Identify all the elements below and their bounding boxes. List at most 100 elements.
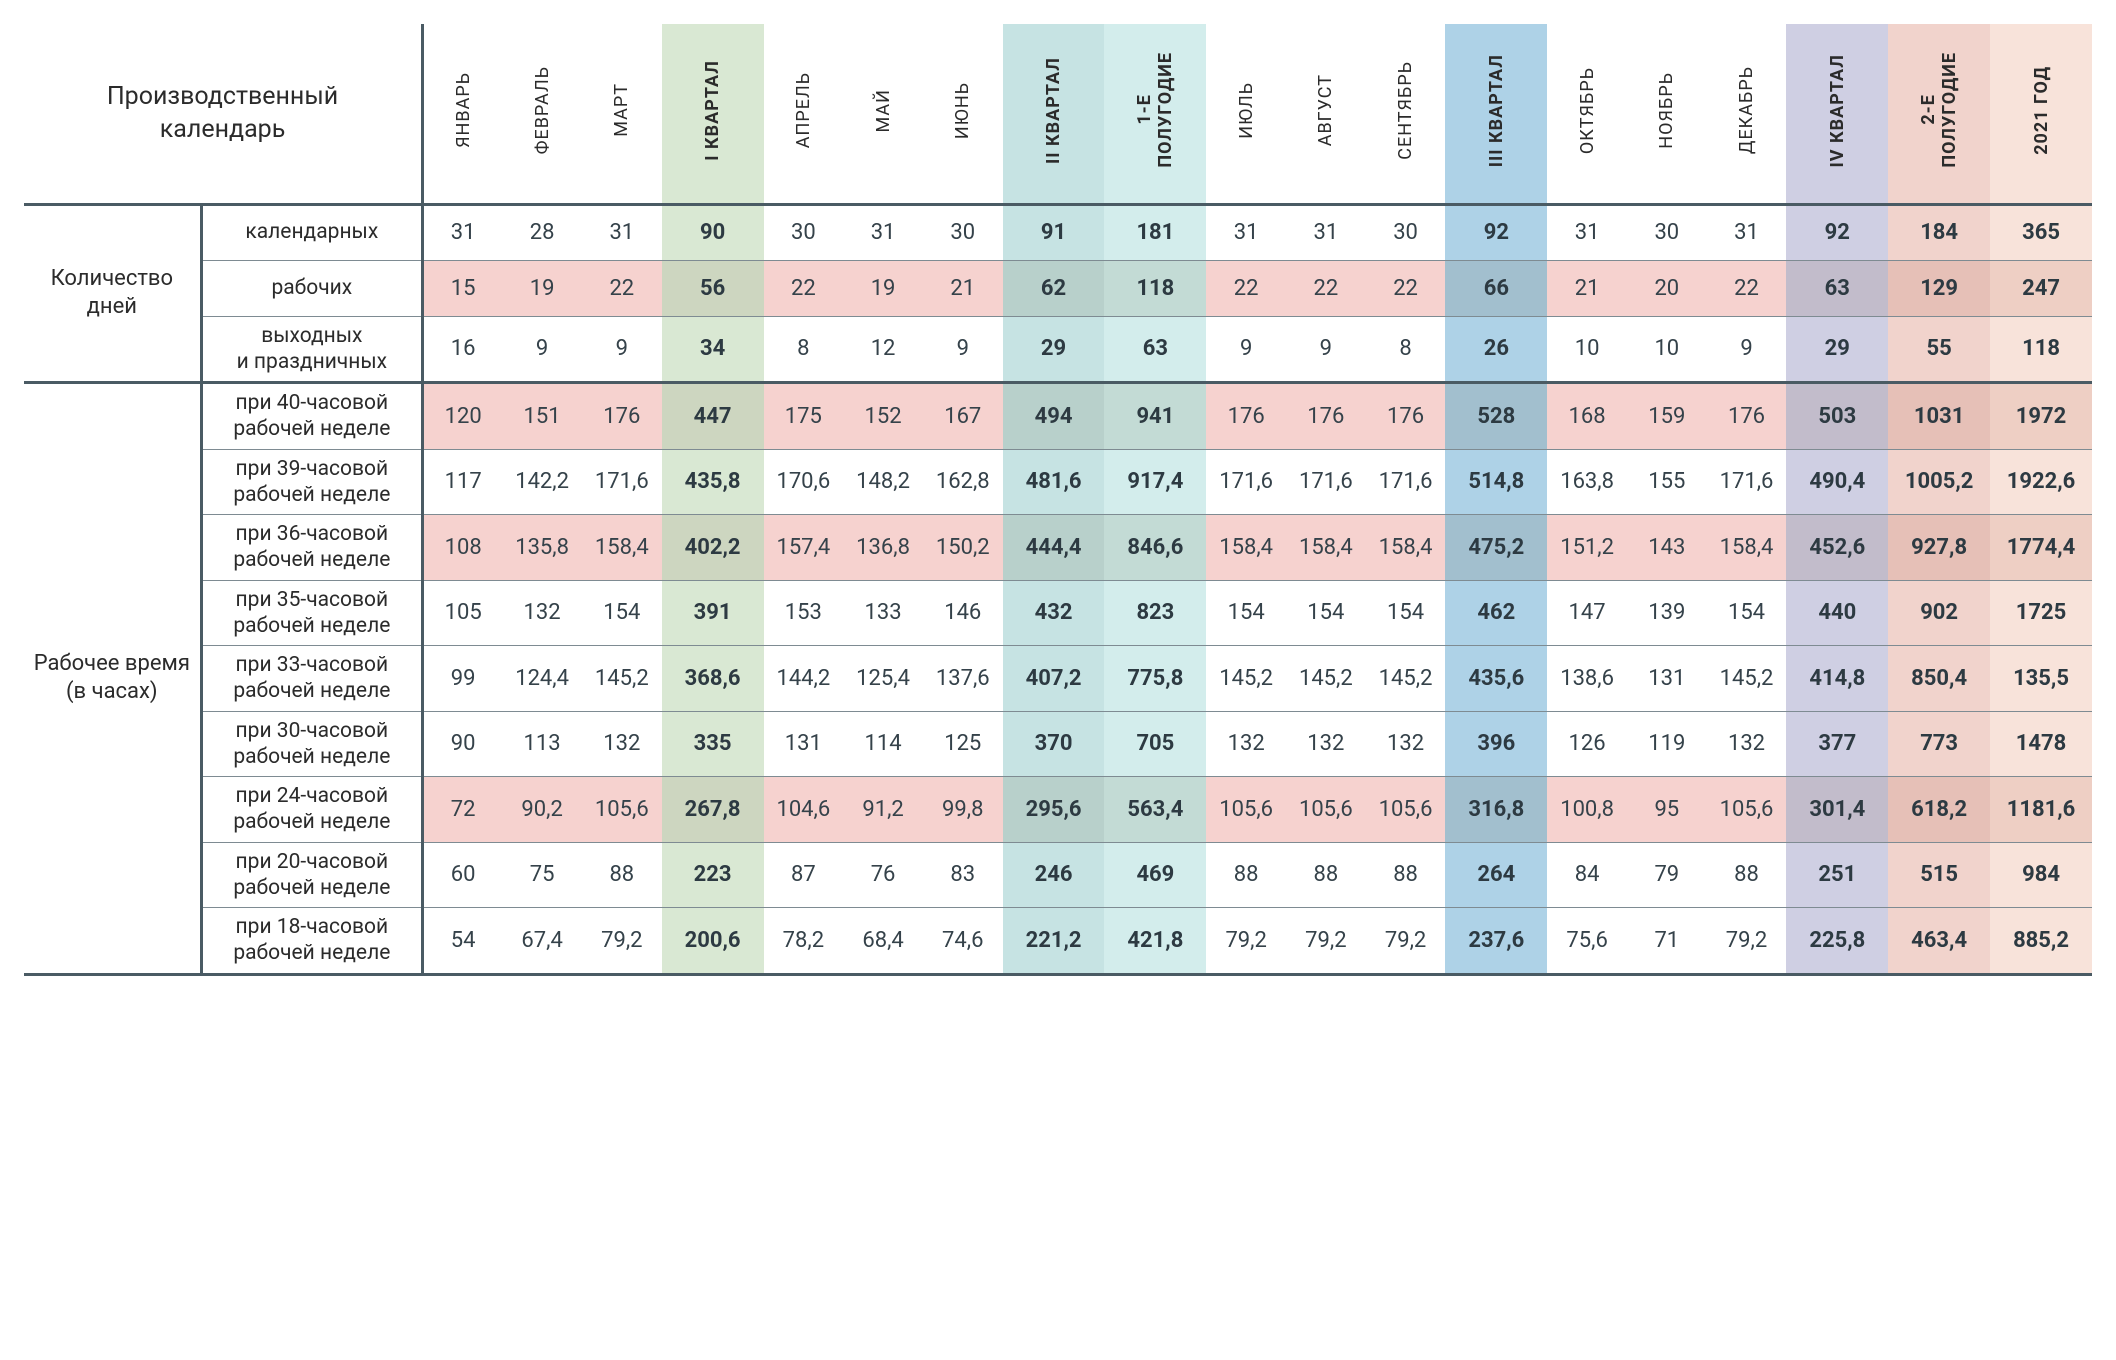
cell: 31: [1707, 204, 1787, 260]
col-hdr-sep: СЕНТЯБРЬ: [1366, 24, 1446, 204]
cell: 135,5: [1990, 646, 2092, 712]
cell: 66: [1445, 260, 1547, 316]
col-hdr-label: АПРЕЛЬ: [793, 56, 814, 164]
cell: 15: [423, 260, 503, 316]
cell: 19: [502, 260, 582, 316]
col-hdr-label: ЯНВАРЬ: [453, 56, 474, 164]
cell: 176: [582, 383, 662, 450]
cell: 175: [764, 383, 844, 450]
cell: 154: [1707, 580, 1787, 646]
cell: 452,6: [1786, 515, 1888, 581]
cell: 79,2: [1286, 908, 1366, 975]
calendar-table: ПроизводственныйкалендарьЯНВАРЬФЕВРАЛЬМА…: [24, 24, 2092, 976]
cell: 105,6: [1286, 777, 1366, 843]
cell: 132: [1206, 711, 1286, 777]
cell: 68,4: [843, 908, 923, 975]
cell: 117: [423, 449, 503, 515]
cell: 154: [1206, 580, 1286, 646]
cell: 301,4: [1786, 777, 1888, 843]
cell: 30: [1627, 204, 1707, 260]
cell: 76: [843, 842, 923, 908]
cell: 132: [582, 711, 662, 777]
cell: 90: [662, 204, 764, 260]
cell: 435,6: [1445, 646, 1547, 712]
cell: 22: [582, 260, 662, 316]
col-hdr-label: ФЕВРАЛЬ: [532, 50, 553, 170]
cell: 1478: [1990, 711, 2092, 777]
cell: 158,4: [1286, 515, 1366, 581]
row-label: при 20-часовой рабочей неделе: [201, 842, 422, 908]
cell: 171,6: [1366, 449, 1446, 515]
cell: 264: [1445, 842, 1547, 908]
cell: 92: [1445, 204, 1547, 260]
cell: 29: [1003, 316, 1105, 383]
cell: 104,6: [764, 777, 844, 843]
cell: 941: [1104, 383, 1206, 450]
col-hdr-jun: ИЮНЬ: [923, 24, 1003, 204]
col-hdr-label: МАЙ: [873, 73, 894, 148]
cell: 462: [1445, 580, 1547, 646]
cell: 31: [582, 204, 662, 260]
col-hdr-label: 2021 ГОД: [2031, 50, 2052, 171]
cell: 28: [502, 204, 582, 260]
col-hdr-nov: НОЯБРЬ: [1627, 24, 1707, 204]
cell: 71: [1627, 908, 1707, 975]
cell: 143: [1627, 515, 1707, 581]
cell: 171,6: [1286, 449, 1366, 515]
col-hdr-label: 2-ЕПОЛУГОДИЕ: [1918, 36, 1960, 184]
cell: 503: [1786, 383, 1888, 450]
cell: 95: [1627, 777, 1707, 843]
cell: 1181,6: [1990, 777, 2092, 843]
cell: 21: [923, 260, 1003, 316]
cell: 494: [1003, 383, 1105, 450]
cell: 147: [1547, 580, 1627, 646]
cell: 114: [843, 711, 923, 777]
row-label: при 30-часовой рабочей неделе: [201, 711, 422, 777]
cell: 168: [1547, 383, 1627, 450]
cell: 88: [1366, 842, 1446, 908]
cell: 133: [843, 580, 923, 646]
cell: 62: [1003, 260, 1105, 316]
cell: 142,2: [502, 449, 582, 515]
cell: 54: [423, 908, 503, 975]
cell: 138,6: [1547, 646, 1627, 712]
cell: 1922,6: [1990, 449, 2092, 515]
cell: 444,4: [1003, 515, 1105, 581]
cell: 515: [1888, 842, 1990, 908]
cell: 200,6: [662, 908, 764, 975]
cell: 31: [423, 204, 503, 260]
cell: 88: [1707, 842, 1787, 908]
cell: 170,6: [764, 449, 844, 515]
cell: 136,8: [843, 515, 923, 581]
cell: 162,8: [923, 449, 1003, 515]
cell: 163,8: [1547, 449, 1627, 515]
cell: 221,2: [1003, 908, 1105, 975]
col-hdr-oct: ОКТЯБРЬ: [1547, 24, 1627, 204]
col-hdr-label: 1-ЕПОЛУГОДИЕ: [1134, 36, 1176, 184]
cell: 176: [1286, 383, 1366, 450]
cell: 251: [1786, 842, 1888, 908]
col-hdr-label: ИЮНЬ: [952, 66, 973, 155]
col-hdr-label: МАРТ: [611, 67, 632, 153]
row-label: календарных: [201, 204, 422, 260]
cell: 74,6: [923, 908, 1003, 975]
row-label: выходныхи праздничных: [201, 316, 422, 383]
cell: 151,2: [1547, 515, 1627, 581]
cell: 267,8: [662, 777, 764, 843]
cell: 132: [502, 580, 582, 646]
cell: 1774,4: [1990, 515, 2092, 581]
cell: 246: [1003, 842, 1105, 908]
cell: 153: [764, 580, 844, 646]
cell: 146: [923, 580, 1003, 646]
cell: 885,2: [1990, 908, 2092, 975]
cell: 396: [1445, 711, 1547, 777]
cell: 124,4: [502, 646, 582, 712]
col-hdr-label: ДЕКАБРЬ: [1736, 50, 1757, 170]
cell: 72: [423, 777, 503, 843]
cell: 158,4: [1206, 515, 1286, 581]
row-label: рабочих: [201, 260, 422, 316]
col-hdr-jul: ИЮЛЬ: [1206, 24, 1286, 204]
col-hdr-label: АВГУСТ: [1315, 58, 1336, 162]
cell: 22: [1286, 260, 1366, 316]
cell: 1972: [1990, 383, 2092, 450]
